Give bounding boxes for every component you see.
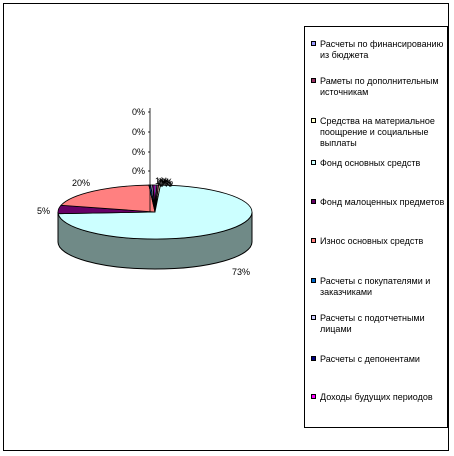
legend-swatch xyxy=(311,199,316,204)
pie-chart: 73%5%20%0%0%0%0%1%0%0%0%0%0% xyxy=(37,107,253,277)
legend-label: Расчеты с депонентами xyxy=(320,354,420,364)
legend-label: Фонд малоценных предметов xyxy=(320,197,445,207)
legend-swatch xyxy=(311,160,316,165)
legend-label: Расчеты по финансированию из бюджета xyxy=(320,39,444,60)
data-label: 1% xyxy=(155,176,168,186)
legend: Расчеты по финансированию из бюджета Рам… xyxy=(304,26,448,428)
legend-item: Расчеты с депонентами xyxy=(311,354,445,365)
legend-item: Расчеты с покупателями и заказчиками xyxy=(311,276,445,298)
legend-label: Доходы будущих периодов xyxy=(320,392,433,402)
data-label: 0% xyxy=(160,177,173,187)
legend-item: Фонд малоценных предметов xyxy=(311,197,445,208)
legend-swatch xyxy=(311,394,316,399)
legend-swatch xyxy=(311,78,316,83)
data-label: 0% xyxy=(132,127,145,137)
legend-item: Средства на материальное поощрение и соц… xyxy=(311,116,445,149)
legend-item: Износ основных средств xyxy=(311,236,445,247)
pie-slice xyxy=(152,184,156,213)
legend-label: Фонд основных средств xyxy=(320,158,421,168)
legend-label: Износ основных средств xyxy=(320,236,424,246)
data-label: 20% xyxy=(72,178,90,188)
data-label: 0% xyxy=(132,147,145,157)
legend-label: Раметы по дополнительным источникам xyxy=(320,76,439,97)
pie-slice xyxy=(60,184,156,213)
legend-swatch xyxy=(311,41,316,46)
legend-swatch xyxy=(311,315,316,320)
legend-swatch xyxy=(311,238,316,243)
data-label: 0% xyxy=(158,178,171,188)
data-label: 0% xyxy=(132,166,145,176)
legend-label: Расчеты с подотчетными лицами xyxy=(320,313,425,334)
data-label: 0% xyxy=(132,107,145,117)
legend-item: Фонд основных средств xyxy=(311,158,445,169)
legend-swatch xyxy=(311,278,316,283)
data-label: 0% xyxy=(159,179,172,189)
legend-item: Раметы по дополнительным источникам xyxy=(311,76,445,98)
data-label: 0% xyxy=(159,178,172,188)
legend-swatch xyxy=(311,118,316,123)
legend-label: Расчеты с покупателями и заказчиками xyxy=(320,276,431,297)
legend-item: Доходы будущих периодов xyxy=(311,392,445,403)
legend-item: Расчеты с подотчетными лицами xyxy=(311,313,445,335)
data-label: 5% xyxy=(37,206,50,216)
data-label: 73% xyxy=(232,267,250,277)
legend-item: Расчеты по финансированию из бюджета xyxy=(311,39,445,61)
data-label: 0% xyxy=(157,177,170,187)
chart-area: 73% 5% 20% 0% 0% 0% 0% 1% 0% 0% 0% 0% 0% Расчеты по … xyxy=(3,3,449,451)
legend-swatch xyxy=(311,356,316,361)
legend-label: Средства на материальное поощрение и соц… xyxy=(320,116,435,148)
